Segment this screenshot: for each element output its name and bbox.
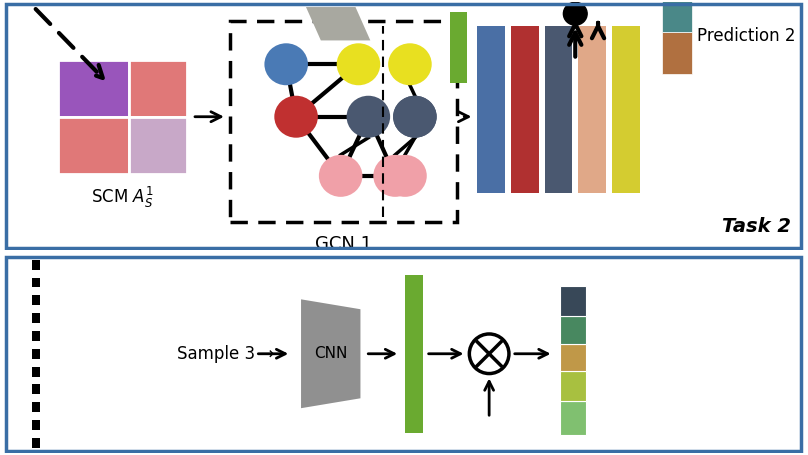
Circle shape bbox=[563, 2, 587, 25]
Bar bbox=[32, 420, 40, 430]
Bar bbox=[129, 117, 187, 174]
Polygon shape bbox=[306, 7, 370, 40]
Circle shape bbox=[337, 43, 381, 85]
Circle shape bbox=[388, 43, 431, 85]
Bar bbox=[612, 26, 640, 193]
Bar bbox=[561, 286, 586, 316]
Bar bbox=[32, 402, 40, 412]
Bar bbox=[58, 117, 129, 174]
Bar bbox=[663, 0, 692, 32]
Bar bbox=[32, 384, 40, 394]
Circle shape bbox=[319, 155, 363, 197]
Circle shape bbox=[274, 96, 318, 138]
Circle shape bbox=[393, 96, 436, 138]
Bar bbox=[511, 26, 539, 193]
Circle shape bbox=[469, 334, 509, 374]
Text: Sample 3 →: Sample 3 → bbox=[177, 345, 275, 363]
Bar bbox=[32, 438, 40, 448]
Text: Task 2: Task 2 bbox=[722, 217, 791, 236]
Bar bbox=[32, 313, 40, 323]
Bar bbox=[561, 344, 586, 371]
Bar bbox=[58, 60, 129, 117]
Bar bbox=[32, 260, 40, 270]
Bar bbox=[32, 295, 40, 305]
Bar bbox=[32, 349, 40, 359]
Circle shape bbox=[383, 155, 427, 197]
Bar bbox=[129, 60, 187, 117]
Bar bbox=[32, 331, 40, 341]
Text: Prediction 2: Prediction 2 bbox=[697, 27, 796, 45]
Bar bbox=[561, 316, 586, 344]
Circle shape bbox=[373, 155, 417, 197]
Text: SCM $A_S^1$: SCM $A_S^1$ bbox=[91, 185, 154, 211]
FancyBboxPatch shape bbox=[229, 21, 457, 222]
Bar bbox=[32, 367, 40, 377]
Bar bbox=[405, 274, 423, 433]
Bar bbox=[478, 26, 505, 193]
Bar bbox=[32, 278, 40, 288]
Bar bbox=[545, 26, 572, 193]
Circle shape bbox=[393, 96, 436, 138]
Polygon shape bbox=[301, 299, 360, 408]
Bar bbox=[579, 26, 606, 193]
Bar bbox=[663, 32, 692, 74]
Bar bbox=[561, 371, 586, 401]
Circle shape bbox=[347, 96, 390, 138]
Circle shape bbox=[264, 43, 308, 85]
Text: CNN: CNN bbox=[314, 346, 347, 361]
Bar bbox=[561, 401, 586, 435]
Bar bbox=[449, 12, 467, 83]
Text: GCN 1: GCN 1 bbox=[315, 235, 372, 253]
